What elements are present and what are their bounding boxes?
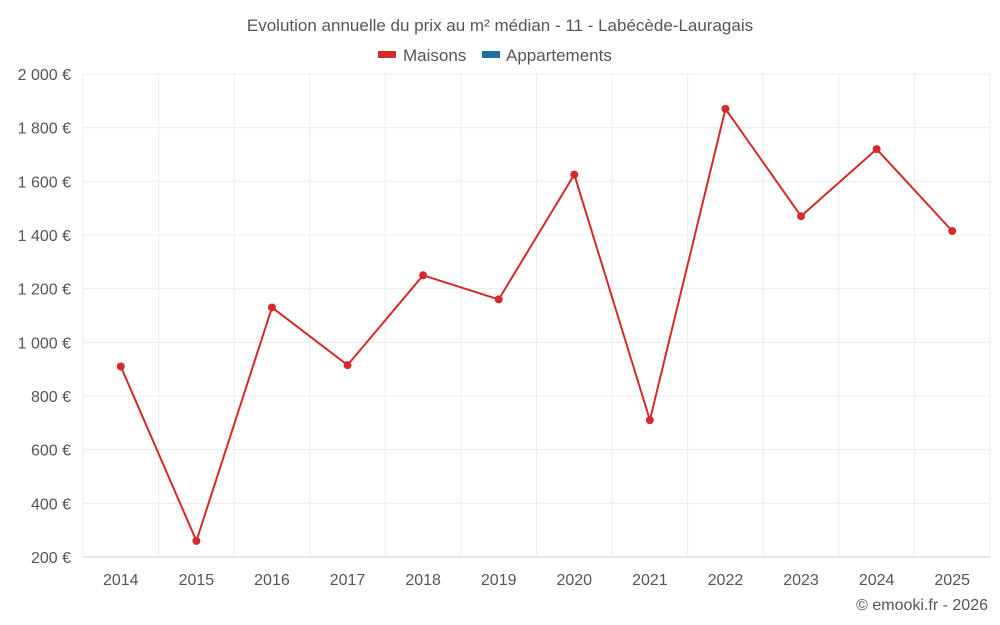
x-tick-label: 2019 <box>481 572 517 589</box>
x-tick-label: 2018 <box>405 572 441 589</box>
x-tick-label: 2014 <box>103 572 139 589</box>
data-point-2024[interactable] <box>872 145 881 154</box>
data-point-2023[interactable] <box>797 212 806 221</box>
legend-label-maisons[interactable]: Maisons <box>403 46 466 65</box>
legend-swatch-maisons <box>378 51 396 58</box>
y-tick-label: 800 € <box>31 389 71 406</box>
grid <box>82 73 991 558</box>
y-tick-label: 1 400 € <box>18 228 71 245</box>
x-tick-label: 2023 <box>783 572 819 589</box>
data-point-2015[interactable] <box>192 536 201 545</box>
data-point-2020[interactable] <box>570 170 579 179</box>
data-point-2014[interactable] <box>116 362 125 371</box>
y-tick-label: 1 000 € <box>18 335 71 352</box>
x-tick-label: 2024 <box>859 572 895 589</box>
y-tick-label: 1 600 € <box>18 174 71 191</box>
x-tick-label: 2022 <box>708 572 744 589</box>
y-tick-label: 200 € <box>31 550 71 567</box>
legend-swatch-appartements <box>482 51 500 58</box>
y-tick-label: 1 800 € <box>18 121 71 138</box>
data-point-2025[interactable] <box>948 226 957 235</box>
x-tick-label: 2015 <box>179 572 215 589</box>
x-tick-label: 2020 <box>556 572 592 589</box>
y-tick-label: 2 000 € <box>18 67 71 84</box>
credit-text: © emooki.fr - 2026 <box>856 597 988 614</box>
chart-title: Evolution annuelle du prix au m² médian … <box>247 16 753 35</box>
data-point-2022[interactable] <box>721 104 730 113</box>
x-axis: 2014 2015 2016 2017 2018 2019 2020 2021 2022 2023… <box>103 572 970 589</box>
legend-label-appartements[interactable]: Appartements <box>506 46 612 65</box>
data-point-2019[interactable] <box>494 295 503 304</box>
legend: Maisons Appartements <box>378 46 612 65</box>
x-tick-label: 2025 <box>934 572 970 589</box>
x-tick-label: 2021 <box>632 572 668 589</box>
series-line-maisons <box>119 107 953 542</box>
x-tick-label: 2016 <box>254 572 290 589</box>
y-tick-label: 400 € <box>31 496 71 513</box>
series-layer <box>116 104 957 545</box>
y-axis: 200 € 400 € 600 € 800 € 1 000 € 1 200 € 1 400 … <box>18 67 71 567</box>
data-point-2021[interactable] <box>645 416 654 425</box>
data-point-2016[interactable] <box>267 303 276 312</box>
y-tick-label: 1 200 € <box>18 282 71 299</box>
x-tick-label: 2017 <box>330 572 366 589</box>
data-point-2018[interactable] <box>419 271 428 280</box>
data-point-2017[interactable] <box>343 361 352 370</box>
y-tick-label: 600 € <box>31 443 71 460</box>
